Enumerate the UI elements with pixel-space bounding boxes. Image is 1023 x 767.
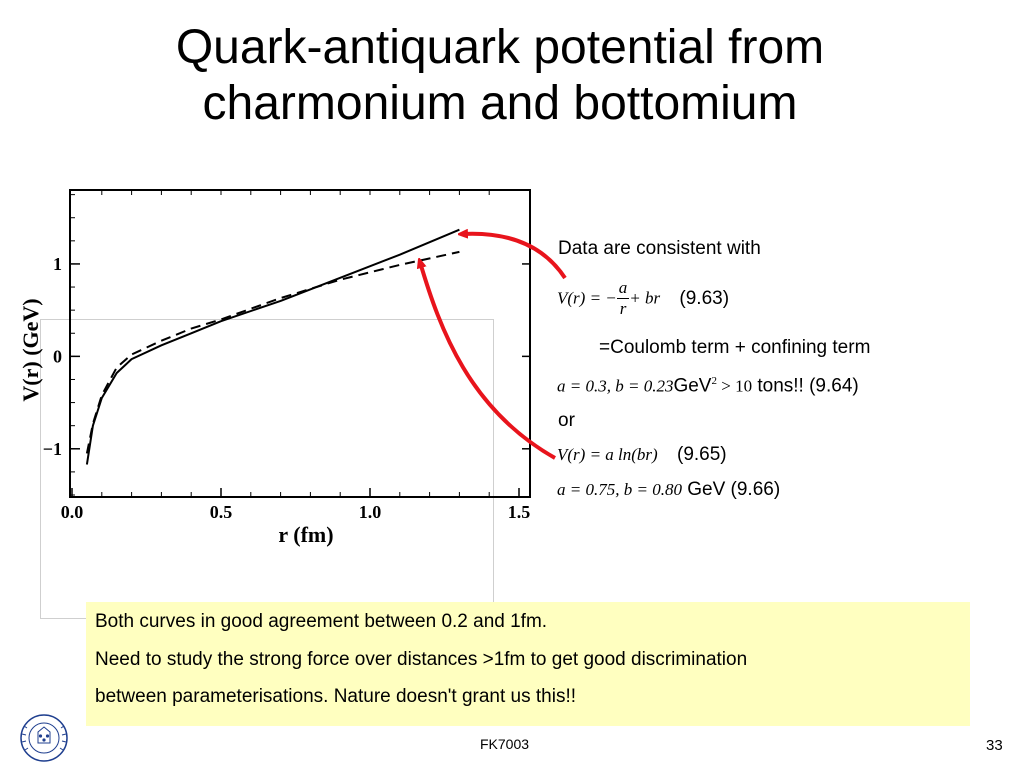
eq1-denominator: r bbox=[619, 299, 627, 318]
eq1-lhs: V(r) = − bbox=[557, 288, 617, 308]
equation-9-65: V(r) = a ln(br) (9.65) bbox=[557, 444, 727, 466]
coulomb-text: =Coulomb term + confining term bbox=[599, 337, 871, 358]
y-tick-label-1: 0 bbox=[53, 346, 62, 366]
eq4-math: a = 0.75, b = 0.80 bbox=[557, 480, 682, 499]
eq1-tag: (9.63) bbox=[679, 287, 730, 309]
y-axis-label: V(r) (GeV) bbox=[18, 298, 43, 401]
note-line-1: Both curves in good agreement between 0.… bbox=[95, 611, 548, 632]
eq3-math: V(r) = a ln(br) bbox=[557, 445, 658, 464]
or-text: or bbox=[558, 410, 575, 431]
eq3-tag: (9.65) bbox=[677, 444, 727, 465]
potential-chart: 0.0 0.5 1.0 1.5 1 0 −1 r (fm) V(r) (GeV) bbox=[18, 189, 531, 547]
x-axis-label: r (fm) bbox=[278, 522, 333, 547]
y-tick-label-2: −1 bbox=[43, 439, 62, 459]
equation-9-64: a = 0.3, b = 0.23GeV2 > 10 tons!! (9.64) bbox=[557, 375, 859, 397]
series-dashed-curve bbox=[85, 250, 460, 454]
eq4-tail: GeV (9.66) bbox=[681, 479, 781, 500]
note-line-2: Need to study the strong force over dist… bbox=[95, 649, 748, 670]
eq2-unit: GeV bbox=[673, 375, 712, 397]
eq1-numerator: a bbox=[616, 278, 630, 299]
chart-tick-labels: 0.0 0.5 1.0 1.5 1 0 −1 bbox=[43, 254, 531, 522]
chart-ticks bbox=[70, 190, 530, 497]
x-tick-label-2: 1.0 bbox=[359, 502, 382, 522]
eq2-gt: > 10 bbox=[716, 376, 753, 396]
footer-course-code: FK7003 bbox=[480, 736, 530, 752]
title-line-1: Quark-antiquark potential from bbox=[175, 21, 825, 74]
arrow-to-solid-curve bbox=[462, 234, 567, 280]
y-tick-label-0: 1 bbox=[53, 254, 62, 274]
slide-title: Quark-antiquark potential from charmoniu… bbox=[0, 20, 1000, 132]
equation-9-63: V(r) = − a r + br (9.63) bbox=[557, 278, 729, 319]
equation-9-66: a = 0.75, b = 0.80 GeV (9.66) bbox=[557, 479, 780, 501]
page-number: 33 bbox=[986, 737, 1003, 754]
eq2-tail: tons!! (9.64) bbox=[752, 375, 859, 397]
intro-text: Data are consistent with bbox=[558, 238, 761, 259]
eq1-rest: + br bbox=[629, 288, 661, 308]
eq2-sup: 2 bbox=[711, 375, 717, 387]
x-tick-label-3: 1.5 bbox=[508, 502, 531, 522]
x-tick-label-1: 0.5 bbox=[210, 502, 233, 522]
arrow-to-dashed-curve bbox=[420, 262, 556, 460]
x-tick-label-0: 0.0 bbox=[61, 502, 84, 522]
conclusion-note: Both curves in good agreement between 0.… bbox=[86, 602, 970, 726]
eq2-math: a = 0.3, b = 0.23 bbox=[557, 376, 674, 396]
title-line-2: charmonium and bottomium bbox=[202, 77, 798, 130]
university-seal-logo bbox=[20, 714, 68, 762]
chart-curves bbox=[85, 228, 460, 465]
note-line-3: between parameterisations. Nature doesn'… bbox=[95, 686, 577, 707]
plot-frame bbox=[69, 189, 531, 498]
